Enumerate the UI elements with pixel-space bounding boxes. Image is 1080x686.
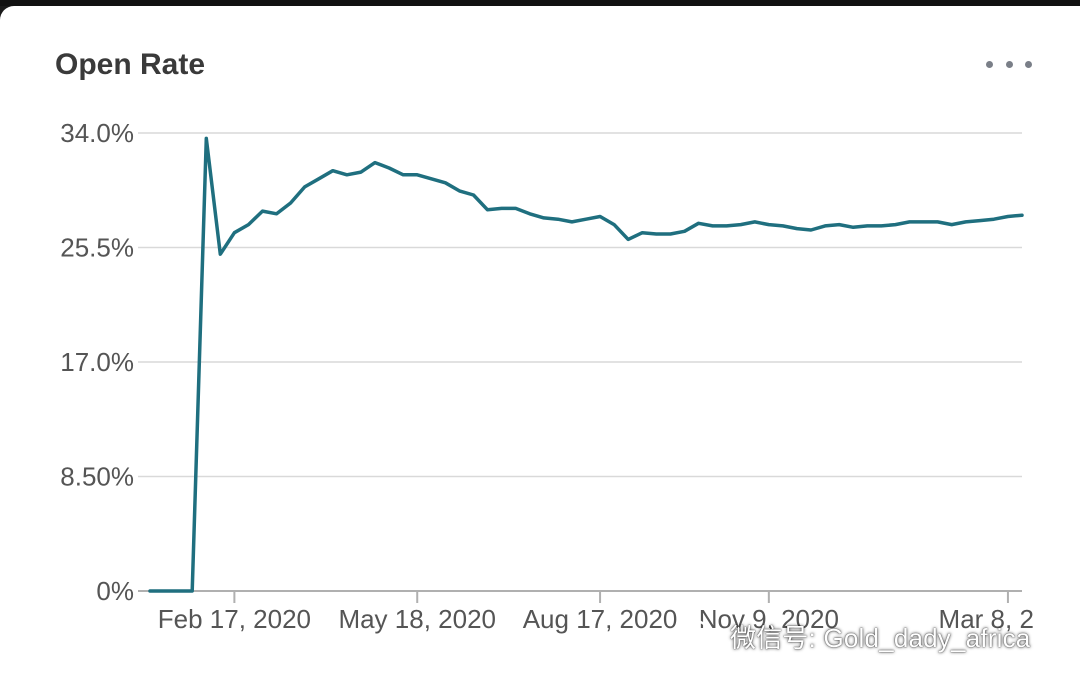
- x-tick-label: Feb 17, 2020: [158, 604, 311, 634]
- y-tick-label: 17.0%: [60, 347, 134, 377]
- more-dot: [1025, 60, 1032, 68]
- watermark-text: 微信号: Gold_dady_africa: [730, 622, 1031, 653]
- open-rate-line: [148, 136, 1024, 593]
- more-dot: [986, 60, 993, 68]
- more-options-icon[interactable]: [986, 52, 1032, 76]
- x-tick-label: May 18, 2020: [338, 604, 496, 634]
- x-tick-label: Aug 17, 2020: [523, 604, 678, 634]
- y-tick-label: 34.0%: [60, 118, 134, 148]
- chart-title: Open Rate: [55, 48, 206, 81]
- y-tick-label: 0%: [96, 576, 134, 606]
- x-tick-label: Nov 9, 2020: [699, 604, 839, 634]
- chart-card: Open Rate: [0, 6, 1080, 686]
- y-tick-label: 25.5%: [60, 233, 134, 263]
- y-tick-label: 8.50%: [60, 462, 134, 492]
- plot-edge-mask: [1033, 590, 1080, 640]
- wechat-icon: [680, 619, 718, 652]
- more-dot: [1005, 60, 1013, 68]
- watermark: 微信号: Gold_dady_africa: [678, 614, 1030, 658]
- window-top-edge: [0, 0, 1080, 6]
